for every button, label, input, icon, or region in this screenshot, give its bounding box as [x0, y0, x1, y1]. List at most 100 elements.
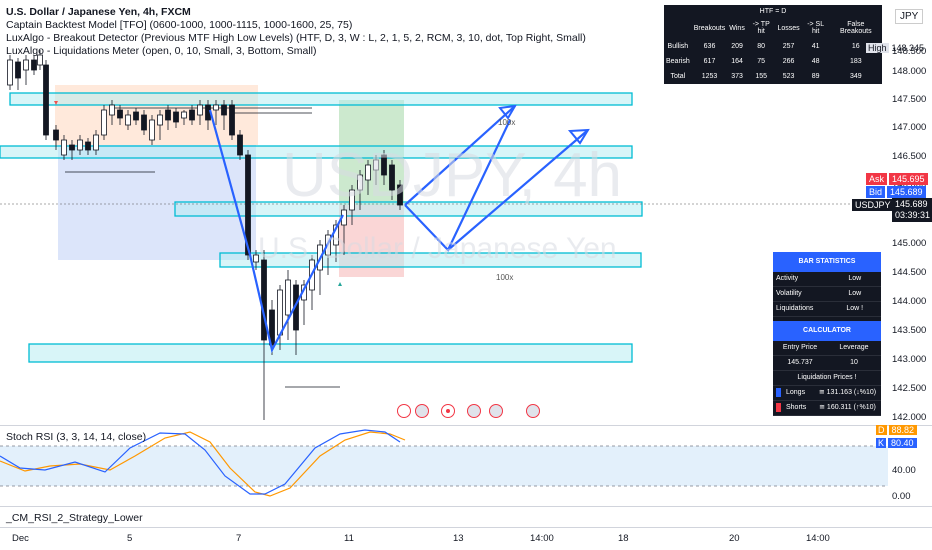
time-axis-label: 14:00: [806, 533, 830, 544]
table-title: HTF = D: [759, 7, 787, 15]
event-flag-icon-4[interactable]: [526, 404, 540, 418]
time-axis-label: 18: [618, 533, 629, 544]
signal-down-marker: [54, 101, 58, 105]
breakout-stats-table: HTF = D Breakouts Wins -> TP hit Losses -> S…: [664, 5, 882, 84]
price-scale[interactable]: 148.500148.000147.500147.000146.500146.0…: [886, 0, 932, 425]
longs-swatch: [775, 387, 781, 397]
symbol-tag[interactable]: USDJPY: [852, 199, 894, 211]
last-price: 145.689: [895, 199, 928, 209]
shorts-swatch: [775, 402, 781, 412]
candle: [149, 119, 155, 141]
candle: [141, 114, 147, 131]
price-scale-label: 147.000: [892, 122, 927, 133]
stoch-scale-0: 0.00: [892, 491, 911, 502]
currency-label[interactable]: JPY: [895, 9, 924, 24]
stoch-d-line: [0, 431, 406, 497]
table-column-header: -> TP hit: [752, 21, 770, 35]
pane-separator-3[interactable]: [0, 527, 932, 528]
ask-value: 145.695: [889, 173, 928, 185]
candle: [213, 104, 219, 111]
pane-separator-2[interactable]: [0, 506, 932, 507]
label-100x-top: 100x: [498, 118, 516, 127]
candle: [31, 59, 37, 71]
level-zone-2[interactable]: [0, 145, 633, 159]
level-zone-5[interactable]: [28, 343, 633, 363]
stoch-rsi-chart[interactable]: [0, 426, 890, 506]
level-zone-4[interactable]: [219, 252, 642, 268]
candle: [197, 104, 203, 116]
last-price-tag: 145.689 03:39:31: [892, 198, 932, 222]
stoch-d-label: D: [876, 425, 887, 435]
candle: [357, 174, 363, 191]
main-chart[interactable]: [0, 0, 890, 425]
table-cell: 41: [811, 43, 820, 50]
candle: [245, 154, 251, 256]
pane-separator[interactable]: [0, 425, 932, 426]
projection-path[interactable]: [404, 119, 511, 252]
lower-indicator-title[interactable]: _CM_RSI_2_Strategy_Lower: [6, 512, 143, 524]
projection-path-2[interactable]: [404, 105, 516, 206]
stoch-k-line: [0, 429, 401, 495]
event-flag-icon-2[interactable]: [467, 404, 481, 418]
stoch-d-value: 88.82: [888, 425, 918, 435]
drawn-trend-line[interactable]: [208, 109, 344, 354]
time-axis-label: 13: [453, 533, 464, 544]
high-tag: High 148.345: [866, 43, 927, 53]
stoch-k-label: K: [876, 438, 887, 448]
candle: [93, 134, 99, 151]
price-scale-label: 144.500: [892, 267, 927, 278]
candles: [7, 50, 403, 420]
calc-header-row: Entry Price Leverage: [773, 341, 881, 356]
candle: [173, 111, 179, 123]
table-cell: 183: [849, 58, 862, 65]
projection-path-3[interactable]: [447, 129, 589, 251]
bid-tag: Bid 145.689: [866, 186, 926, 198]
level-zone-1[interactable]: [9, 92, 633, 106]
candle: [61, 139, 67, 156]
ask-label: Ask: [866, 173, 888, 185]
stoch-rsi-title[interactable]: Stoch RSI (3, 3, 14, 14, close): [6, 431, 147, 443]
event-flash-icon[interactable]: [397, 404, 411, 418]
stoch-scale-40: 40.00: [892, 465, 916, 476]
table-cell: 617: [703, 58, 716, 65]
legend-symbol[interactable]: U.S. Dollar / Japanese Yen, 4h, FXCM: [6, 6, 191, 18]
legend-indicator-3[interactable]: LuxAlgo - Liquidations Meter (open, 0, 1…: [6, 45, 317, 57]
legend-indicator-1[interactable]: Captain Backtest Model [TFO] (0600-1000,…: [6, 19, 353, 31]
price-scale-label: 144.000: [892, 296, 927, 307]
legend-indicator-2[interactable]: LuxAlgo - Breakout Detector (Previous MT…: [6, 32, 586, 44]
price-scale-label: 146.500: [892, 151, 927, 162]
time-axis-label: 20: [729, 533, 740, 544]
candle: [15, 61, 21, 79]
event-dot-icon[interactable]: [441, 404, 455, 418]
candle: [373, 159, 379, 171]
table-column-header: False Breakouts: [840, 21, 872, 35]
high-label: High: [866, 43, 889, 53]
arrow-head-2: [567, 128, 590, 145]
table-cell: Bullish: [667, 43, 689, 50]
candle: [43, 64, 49, 136]
candle: [69, 144, 75, 151]
table-cell: 373: [731, 73, 743, 80]
price-scale-label: 143.000: [892, 354, 927, 365]
candle: [157, 114, 163, 126]
candle: [101, 109, 107, 136]
candle: [53, 129, 59, 141]
bar-countdown: 03:39:31: [895, 210, 931, 220]
event-flag-icon[interactable]: [415, 404, 429, 418]
time-axis-label: 14:00: [530, 533, 554, 544]
event-flag-icon-3[interactable]: [489, 404, 503, 418]
table-cell: 155: [755, 73, 767, 80]
candle: [365, 164, 371, 181]
price-scale-label: 143.500: [892, 325, 927, 336]
candle: [23, 59, 29, 71]
price-scale-label: 148.000: [892, 66, 927, 77]
price-scale-label: 145.000: [892, 238, 927, 249]
table-column-header: -> SL hit: [807, 21, 825, 35]
time-axis[interactable]: Dec 5 7 11 13 14:00 18 20 14:00: [0, 528, 932, 550]
shorts-row: Shorts ≅ 160.311 (↑%10): [773, 401, 881, 416]
time-axis-label: 7: [236, 533, 242, 544]
liq-title-row: Liquidation Prices !: [773, 371, 881, 386]
candle: [221, 104, 227, 116]
price-scale-label: 147.500: [892, 94, 927, 105]
price-scale-label: 148.500: [892, 46, 927, 57]
